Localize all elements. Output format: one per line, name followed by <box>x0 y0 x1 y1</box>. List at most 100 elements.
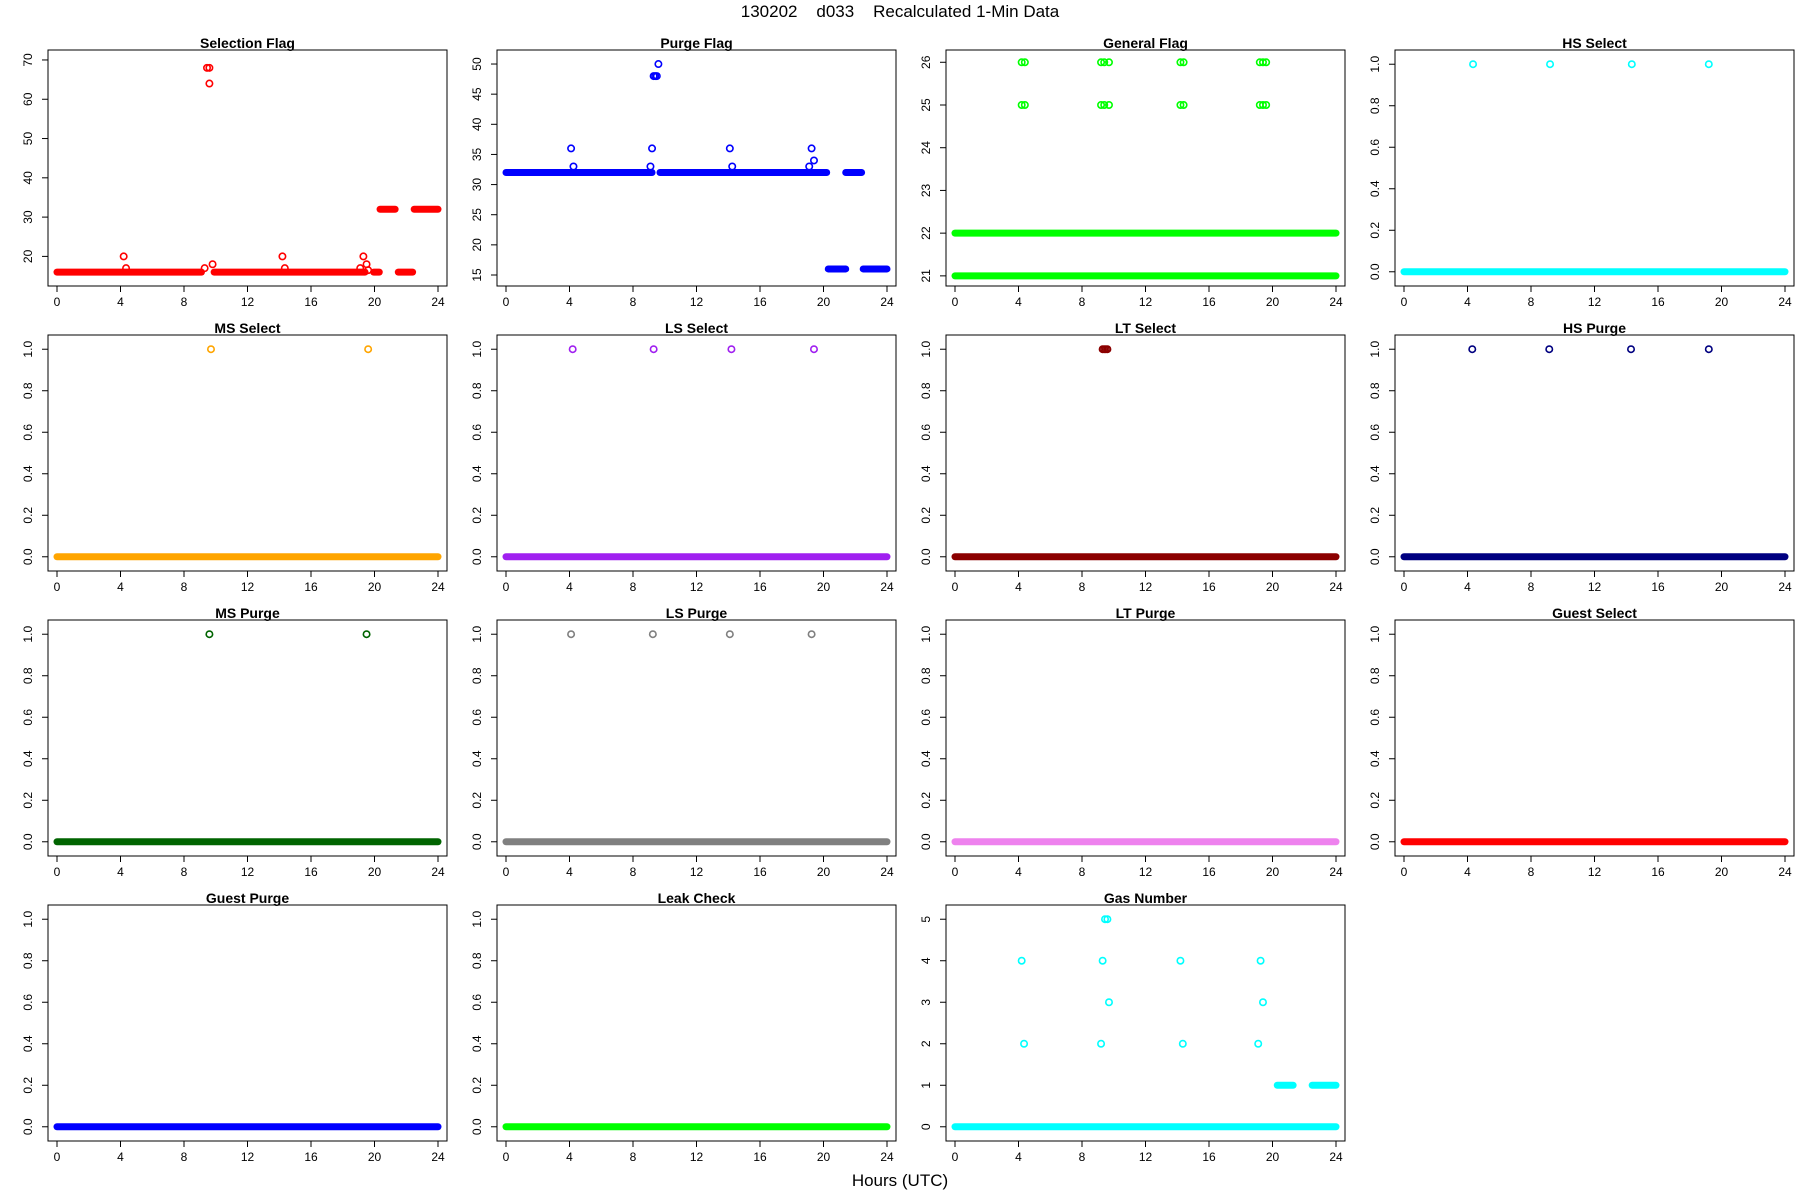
data-point <box>1020 100 1029 109</box>
data-point <box>648 144 657 153</box>
panel-selection-flag: Selection Flag 0 4 8 12 16 20 24 20 30 40 50 60 70 <box>21 35 448 309</box>
x-tick-label: 20 <box>1266 1150 1280 1164</box>
y-tick-label: 0.6 <box>470 709 484 726</box>
data-point <box>1100 100 1109 109</box>
data-point <box>356 264 365 273</box>
y-tick-label: 1.0 <box>919 626 933 643</box>
panel-purge-flag: Purge Flag 0 4 8 12 16 20 24 15 20 25 30 35 40 45 50 <box>470 35 897 309</box>
x-tick-label: 0 <box>54 1150 61 1164</box>
x-tick-label: 12 <box>1588 295 1602 309</box>
y-tick-label: 0.6 <box>1368 709 1382 726</box>
x-tick-label: 12 <box>690 295 704 309</box>
x-tick-label: 16 <box>1651 580 1665 594</box>
y-tick-label: 2 <box>919 1040 933 1047</box>
panel-guest-purge: Guest Purge 0 4 8 12 16 20 24 0.0 0.2 0.4 0.6 0.8 1.0 <box>21 890 448 1164</box>
y-tick-label: 0.2 <box>470 507 484 524</box>
panel-guest-select: Guest Select 0 4 8 12 16 20 24 0.0 0.2 0.4 0.6 0.8 1.… <box>1368 605 1795 879</box>
y-tick-label: 0.4 <box>919 750 933 767</box>
data-point <box>1017 58 1026 67</box>
y-tick-label: 0.6 <box>919 424 933 441</box>
x-tick-label: 8 <box>181 295 188 309</box>
x-tick-label: 16 <box>753 580 767 594</box>
x-tick-label: 8 <box>1079 1150 1086 1164</box>
y-tick-label: 0.6 <box>21 709 35 726</box>
data-point <box>1258 998 1267 1007</box>
y-tick-label: 0.2 <box>21 507 35 524</box>
x-tick-label: 16 <box>304 865 318 879</box>
panel-ms-select: MS Select 0 4 8 12 16 20 24 0.0 0.2 0.4 0.6 0.8 1.0 <box>21 320 448 594</box>
y-tick-label: 50 <box>21 132 35 146</box>
y-tick-label: 0.4 <box>21 465 35 482</box>
x-tick-label: 0 <box>503 1150 510 1164</box>
x-tick-label: 8 <box>630 865 637 879</box>
data-point <box>205 79 214 88</box>
y-tick-label: 0.8 <box>1368 382 1382 399</box>
x-tick-label: 8 <box>1079 295 1086 309</box>
data-point <box>1103 345 1112 354</box>
x-tick-label: 0 <box>54 580 61 594</box>
y-tick-label: 40 <box>470 117 484 131</box>
y-tick-label: 0.4 <box>470 1035 484 1052</box>
x-tick-label: 4 <box>1015 580 1022 594</box>
plot-frame <box>47 904 448 1142</box>
y-tick-label: 1.0 <box>919 341 933 358</box>
y-tick-label: 0.0 <box>21 1118 35 1135</box>
x-tick-label: 24 <box>880 865 894 879</box>
data-point <box>1256 956 1265 965</box>
y-tick-label: 0.0 <box>1368 263 1382 280</box>
x-tick-label: 16 <box>1202 580 1216 594</box>
x-tick-label: 24 <box>880 295 894 309</box>
data-point <box>805 162 814 171</box>
x-tick-label: 16 <box>1202 1150 1216 1164</box>
x-tick-label: 16 <box>753 865 767 879</box>
panel-title: Guest Purge <box>206 890 289 906</box>
data-point <box>725 630 734 639</box>
x-tick-label: 8 <box>630 1150 637 1164</box>
x-tick-label: 12 <box>1588 865 1602 879</box>
data-point <box>1178 1039 1187 1048</box>
x-tick-label: 24 <box>1329 865 1343 879</box>
panel-title: MS Select <box>214 320 280 336</box>
x-tick-label: 0 <box>503 865 510 879</box>
panel-hs-select: HS Select 0 4 8 12 16 20 24 0.0 0.2 0.4 0.6 0.8 1.0 <box>1368 35 1795 309</box>
x-tick-label: 12 <box>690 865 704 879</box>
x-tick-label: 4 <box>117 865 124 879</box>
data-point <box>1104 998 1113 1007</box>
x-tick-label: 20 <box>817 580 831 594</box>
y-tick-label: 0.0 <box>21 833 35 850</box>
y-tick-label: 23 <box>919 183 933 197</box>
panel-title: LT Purge <box>1116 605 1176 621</box>
y-tick-label: 25 <box>919 98 933 112</box>
y-tick-label: 0.0 <box>1368 548 1382 565</box>
data-point <box>1468 345 1477 354</box>
x-tick-label: 12 <box>690 580 704 594</box>
data-point <box>727 345 736 354</box>
x-tick-label: 20 <box>1715 865 1729 879</box>
y-tick-label: 1.0 <box>1368 626 1382 643</box>
y-tick-label: 0.0 <box>1368 833 1382 850</box>
data-point <box>1097 100 1106 109</box>
data-point <box>809 345 818 354</box>
x-tick-label: 12 <box>1139 1150 1153 1164</box>
x-tick-label: 4 <box>1464 580 1471 594</box>
data-point <box>1020 58 1029 67</box>
panel-title: LS Select <box>665 320 728 336</box>
page-title: 130202 d033 Recalculated 1-Min Data <box>740 2 1060 21</box>
panel-title: MS Purge <box>215 605 280 621</box>
data-point <box>725 144 734 153</box>
data-point <box>1258 100 1267 109</box>
x-tick-label: 24 <box>1778 295 1792 309</box>
y-tick-label: 1.0 <box>470 626 484 643</box>
panel-lt-select: LT Select 0 4 8 12 16 20 24 0.0 0.2 0.4 0.6 0.8 1.0 <box>919 320 1346 594</box>
y-tick-label: 0.4 <box>1368 465 1382 482</box>
data-point <box>364 266 373 275</box>
y-tick-label: 0.2 <box>21 792 35 809</box>
panel-leak-check: Leak Check 0 4 8 12 16 20 24 0.0 0.2 0.4 0.6 0.8 1.0 <box>470 890 897 1164</box>
y-tick-label: 0.4 <box>470 750 484 767</box>
data-point <box>364 345 373 354</box>
data-point <box>654 60 663 69</box>
y-tick-label: 25 <box>470 208 484 222</box>
y-tick-label: 0.0 <box>470 1118 484 1135</box>
data-point <box>567 144 576 153</box>
data-point <box>1098 956 1107 965</box>
